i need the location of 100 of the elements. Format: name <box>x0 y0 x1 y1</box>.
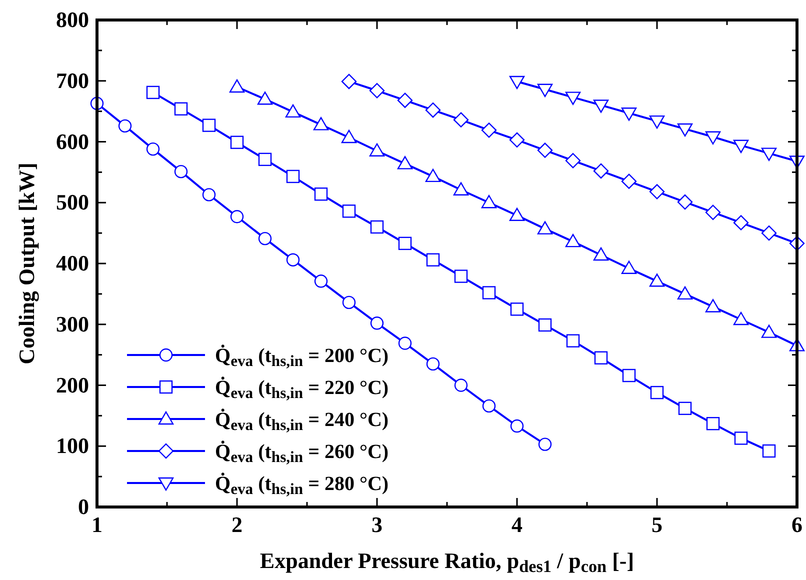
legend-label: Q̇$_{eva}$ (t$_{hs,in}$ = 220 °C) <box>215 376 389 402</box>
point <box>426 357 440 371</box>
point <box>621 174 637 189</box>
point <box>509 132 525 148</box>
x-tick-label: 5 <box>652 512 662 537</box>
point <box>593 100 609 113</box>
point <box>649 115 665 129</box>
point <box>398 236 412 250</box>
legend-label: Q̇$_{eva}$ (t$_{hs,in}$ = 260 °C) <box>215 440 389 466</box>
y-tick-label: 800 <box>56 7 89 32</box>
point <box>538 438 552 451</box>
point <box>481 122 497 138</box>
point <box>537 221 553 234</box>
point <box>258 232 272 246</box>
point <box>118 119 132 133</box>
point <box>397 156 413 170</box>
point <box>146 142 160 156</box>
point <box>537 142 553 158</box>
point <box>342 296 356 310</box>
point <box>761 225 777 241</box>
point <box>650 386 664 400</box>
point <box>370 220 384 234</box>
point <box>565 234 581 248</box>
x-tick-label: 4 <box>512 512 522 537</box>
point <box>229 79 245 93</box>
point <box>397 92 413 108</box>
legend-label: Q̇$_{eva}$ (t$_{hs,in}$ = 240 °C) <box>215 408 389 434</box>
point <box>566 334 580 348</box>
point <box>286 253 300 266</box>
point <box>258 152 272 166</box>
point <box>621 260 637 274</box>
point <box>538 318 552 332</box>
point <box>649 184 665 200</box>
point <box>734 432 748 445</box>
point <box>174 164 188 178</box>
point <box>230 136 244 149</box>
y-tick-label: 100 <box>56 433 89 458</box>
legend-label: Q̇$_{eva}$ (t$_{hs,in}$ = 280 °C) <box>215 472 389 498</box>
point <box>622 368 636 382</box>
point <box>341 130 357 144</box>
point <box>510 302 524 316</box>
point <box>426 253 440 266</box>
point <box>286 170 300 184</box>
y-tick-label: 700 <box>56 68 89 93</box>
point <box>369 83 385 98</box>
point <box>733 140 749 153</box>
point <box>677 123 693 137</box>
point <box>509 76 525 90</box>
point <box>509 208 525 222</box>
x-tick-label: 6 <box>792 512 802 537</box>
point <box>677 286 693 300</box>
point <box>761 324 777 338</box>
point <box>705 299 721 312</box>
point <box>257 92 273 105</box>
point <box>761 148 777 161</box>
point <box>482 286 496 300</box>
point <box>314 274 328 288</box>
point <box>370 316 384 330</box>
point <box>733 312 749 326</box>
point <box>369 143 385 156</box>
y-tick-label: 0 <box>78 494 89 519</box>
point <box>510 419 524 433</box>
point <box>594 351 608 364</box>
point <box>481 195 497 208</box>
x-tick-label: 3 <box>372 512 382 537</box>
point <box>202 188 216 202</box>
legend-label: Q̇$_{eva}$ (t$_{hs,in}$ = 200 °C) <box>215 344 389 370</box>
point <box>314 188 328 201</box>
point <box>705 131 721 144</box>
x-tick-label: 2 <box>232 512 242 537</box>
point <box>593 163 609 179</box>
point <box>425 168 441 182</box>
point <box>733 215 749 230</box>
point <box>202 118 216 132</box>
point <box>537 84 553 97</box>
point <box>453 182 469 196</box>
point <box>762 444 776 458</box>
point <box>174 102 188 116</box>
point <box>705 204 721 220</box>
point <box>482 399 496 413</box>
y-tick-label: 600 <box>56 128 89 154</box>
y-tick-label: 400 <box>56 250 89 276</box>
point <box>453 112 469 128</box>
point <box>230 210 244 224</box>
point <box>649 274 665 287</box>
point <box>285 104 301 118</box>
point <box>313 117 329 130</box>
point <box>454 378 468 392</box>
point <box>593 247 609 261</box>
y-axis-title: Cooling Output [kW] <box>14 162 39 364</box>
point <box>677 194 693 210</box>
point <box>146 86 160 100</box>
y-tick-label: 200 <box>56 372 89 398</box>
point <box>342 204 356 218</box>
x-tick-label: 1 <box>92 512 102 537</box>
point <box>454 270 468 283</box>
point <box>706 417 720 430</box>
point <box>565 153 581 168</box>
point <box>621 108 637 121</box>
point <box>398 336 412 350</box>
